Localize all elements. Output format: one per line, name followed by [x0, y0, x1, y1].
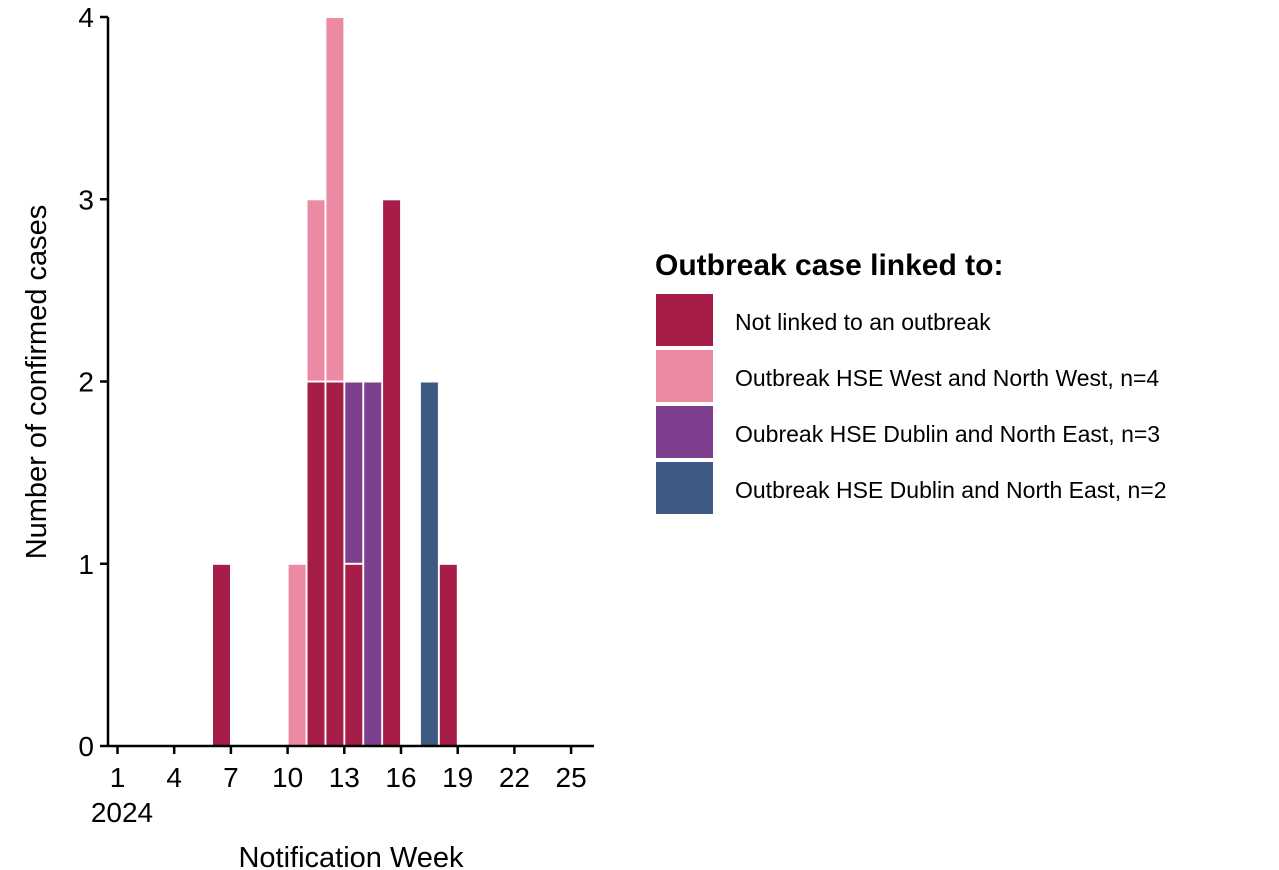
bar-week-6-series-1	[213, 564, 230, 746]
y-tick-label: 4	[78, 2, 94, 33]
x-tick-label: 4	[166, 762, 182, 793]
bar-week-17-series-4	[420, 382, 438, 745]
x-tick-label: 19	[442, 762, 473, 793]
legend-title: Outbreak case linked to:	[655, 249, 1003, 282]
y-axis-ticks: 0 1 2 3 4	[78, 2, 108, 762]
x-tick-label: 1	[110, 762, 126, 793]
bar-week-10-series-2	[288, 564, 306, 746]
x-tick-label: 13	[329, 762, 360, 793]
bar-week-11-series-1	[307, 382, 325, 745]
legend: Outbreak case linked to: Not linked to a…	[655, 249, 1167, 514]
y-tick-label: 1	[78, 549, 94, 580]
y-tick-label: 0	[78, 731, 94, 762]
x-axis-year-label: 2024	[91, 797, 153, 828]
legend-swatch-3	[656, 406, 713, 458]
bars-group	[213, 18, 457, 746]
x-tick-label: 25	[556, 762, 587, 793]
y-axis-title: Number of confirmed cases	[21, 205, 53, 560]
legend-swatch-2	[656, 350, 713, 402]
legend-label-4: Outbreak HSE Dublin and North East, n=2	[735, 477, 1167, 503]
legend-label-3: Oubreak HSE Dublin and North East, n=3	[735, 421, 1160, 447]
y-tick-label: 2	[78, 367, 94, 398]
x-axis-title: Notification Week	[238, 842, 464, 870]
bar-week-13-series-3	[345, 382, 363, 563]
bar-week-15-series-1	[383, 200, 401, 746]
x-tick-label: 10	[272, 762, 303, 793]
bar-week-11-series-2	[307, 200, 325, 381]
legend-swatch-1	[656, 294, 713, 346]
bar-week-12-series-2	[326, 18, 344, 381]
x-tick-label: 22	[499, 762, 530, 793]
legend-label-2: Outbreak HSE West and North West, n=4	[735, 365, 1159, 391]
x-axis-ticks: 1 4 7 10 13 16 19 22 25	[110, 746, 587, 793]
legend-label-1: Not linked to an outbreak	[735, 309, 991, 335]
x-tick-label: 16	[385, 762, 416, 793]
bar-week-13-series-1	[345, 564, 363, 746]
y-tick-label: 3	[78, 184, 94, 215]
bar-week-18-series-1	[439, 564, 457, 746]
x-tick-label: 7	[223, 762, 239, 793]
bar-week-12-series-1	[326, 382, 344, 745]
legend-swatch-4	[656, 462, 713, 514]
bar-week-14-series-3	[364, 382, 382, 745]
